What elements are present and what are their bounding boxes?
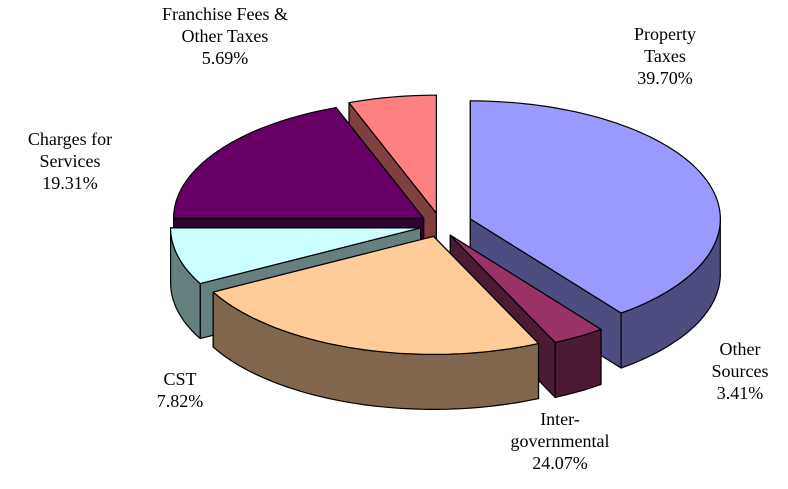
value-label: 19.31% <box>42 173 98 193</box>
slice-label: Inter- <box>540 409 580 429</box>
slice-label: Franchise Fees & <box>162 4 288 24</box>
slice-label: Sources <box>712 361 769 381</box>
value-label: 7.82% <box>157 391 204 411</box>
slice-top <box>449 234 602 343</box>
value-label: 5.69% <box>202 48 249 68</box>
slice-top <box>212 235 540 355</box>
slice-label: Other <box>720 339 761 359</box>
value-label: 39.70% <box>637 68 693 88</box>
slice <box>212 235 540 410</box>
slice-label: Charges for <box>28 129 112 149</box>
slice-top <box>348 94 437 214</box>
slice-label: Taxes <box>644 46 686 66</box>
value-label: 24.07% <box>532 453 588 473</box>
slice-label: Property <box>634 24 696 44</box>
slice-top <box>170 227 422 285</box>
slice-label: Other Taxes <box>182 26 269 46</box>
slice-top <box>469 100 721 314</box>
slice-top <box>173 107 425 219</box>
slice-label: Services <box>40 151 101 171</box>
slice-label: governmental <box>511 431 610 451</box>
slice-label: CST <box>163 369 196 389</box>
value-label: 3.41% <box>717 383 764 403</box>
